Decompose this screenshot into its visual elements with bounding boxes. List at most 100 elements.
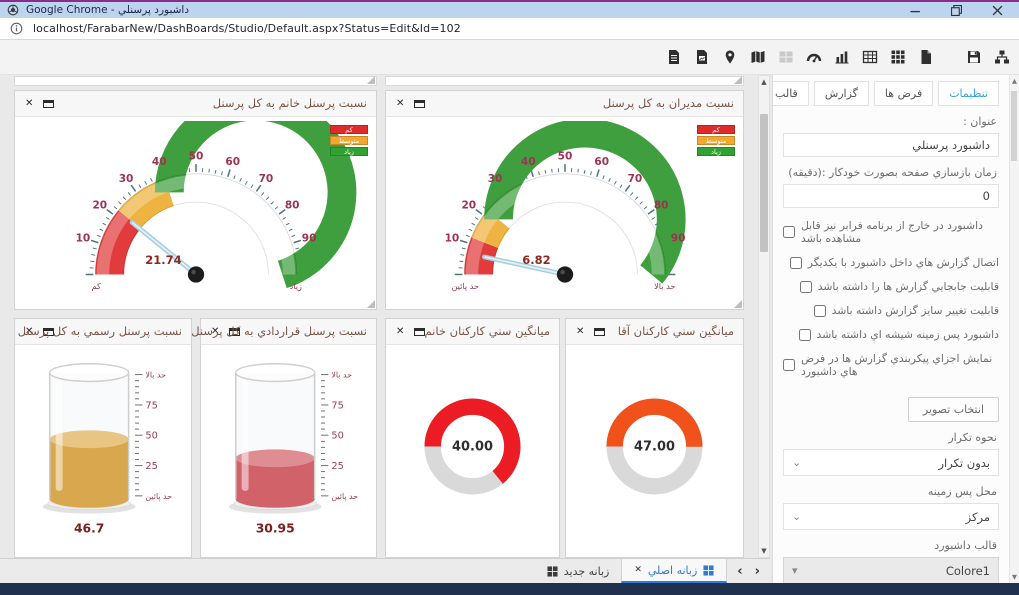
close-icon[interactable]	[992, 5, 1003, 16]
svg-text:حد بالا: حد بالا	[654, 281, 675, 291]
window-title: داشبورد پرسنلي - Google Chrome	[26, 4, 190, 16]
table-icon[interactable]	[862, 49, 878, 65]
maximize-chart-icon[interactable]	[43, 99, 55, 108]
tab-report[interactable]: گزارش	[813, 81, 869, 106]
dashboard-title-input[interactable]	[783, 133, 999, 157]
checkbox[interactable]	[799, 280, 812, 293]
scroll-up-icon[interactable]: ▲	[1012, 77, 1017, 85]
tab-assumptions[interactable]: فرض ها	[873, 81, 934, 106]
chart-header[interactable]: ✕ نسبت پرسنل رسمي به کل پرسنل	[15, 319, 191, 345]
chart-header[interactable]: ✕ ميانگين سني کارکنان خانم	[386, 319, 559, 345]
canvas-scrollbar[interactable]: ▲ ▼	[758, 75, 770, 558]
resize-grip[interactable]	[367, 76, 375, 84]
bg-position-select[interactable]: مرکز ⌄	[783, 503, 999, 530]
svg-text:80: 80	[284, 199, 299, 211]
url-bar[interactable]: localhost/FarabarNew/DashBoards/Studio/D…	[0, 18, 1019, 40]
checkbox-row-resizable-reports[interactable]: قابليت تغيير سايز گزارش داشته باشد	[783, 304, 999, 317]
url-text[interactable]: localhost/FarabarNew/DashBoards/Studio/D…	[33, 22, 461, 35]
scroll-down-icon[interactable]: ▼	[761, 547, 767, 555]
svg-text:50: 50	[331, 431, 344, 442]
svg-text:50: 50	[557, 150, 572, 162]
svg-text:75: 75	[331, 400, 344, 411]
chart-header[interactable]: ✕ نسبت پرسنل قراردادي به کل پرسنل	[191, 319, 376, 345]
layout-icon[interactable]	[778, 49, 794, 65]
scrollbar-thumb[interactable]	[760, 114, 768, 252]
close-chart-icon[interactable]: ✕	[25, 325, 34, 337]
page-icon[interactable]	[918, 49, 934, 65]
tab-new-page[interactable]: زبانه جديد	[535, 559, 622, 583]
svg-text:25: 25	[145, 461, 158, 472]
checkbox[interactable]	[813, 304, 826, 317]
checkbox-row-show-config[interactable]: نمايش اجزاي پيکربندي گزارش ها در فرض هاي…	[783, 352, 999, 378]
svg-text:50: 50	[188, 150, 203, 162]
scroll-up-icon[interactable]: ▲	[761, 78, 767, 86]
checkbox-row-glass-background[interactable]: داشبورد پس زمينه شيشه اي داشته باشد	[783, 328, 999, 341]
close-chart-icon[interactable]: ✕	[396, 325, 405, 337]
tab-settings[interactable]: تنظيمات	[938, 81, 999, 106]
checkbox-row-external-view[interactable]: داشبورد در خارج از برنامه فرابر نيز قابل…	[783, 219, 999, 245]
tab-template[interactable]: قالب	[773, 81, 809, 106]
maximize-chart-icon[interactable]	[414, 99, 426, 108]
info-icon[interactable]	[10, 22, 23, 35]
scrollbar-thumb[interactable]	[1011, 91, 1017, 161]
sitemap-icon[interactable]	[994, 49, 1010, 65]
donut-chart-male-avg-age: ✕ ميانگين سني کارکنان آقا 47.00	[565, 318, 744, 558]
close-chart-icon[interactable]: ✕	[396, 97, 405, 109]
tab-main-page[interactable]: ✕ زبانه اصلي	[621, 559, 728, 583]
maximize-chart-icon[interactable]	[414, 327, 426, 336]
close-chart-icon[interactable]: ✕	[25, 97, 34, 109]
location-icon[interactable]	[722, 49, 738, 65]
refresh-minutes-input[interactable]	[783, 184, 999, 208]
checkbox[interactable]	[783, 359, 795, 371]
restore-icon[interactable]	[951, 4, 962, 16]
tank-chart-official-ratio: ✕ نسبت پرسنل رسمي به کل پرسنل 25 50 75 حد ب…	[14, 318, 192, 558]
gauge-chart-female-ratio: ✕ نسبت پرسنل خانم به کل پرسنل 10 20 30 40 50…	[14, 90, 377, 310]
grid-icon[interactable]	[890, 49, 906, 65]
partial-chart-above-right	[385, 76, 744, 86]
checkbox-row-link-reports[interactable]: اتصال گزارش هاي داخل داشبورد با يکديگر	[783, 256, 999, 269]
svg-text:30: 30	[118, 173, 133, 185]
resize-grip[interactable]	[734, 300, 742, 308]
checkbox[interactable]	[789, 256, 802, 269]
svg-text:40: 40	[151, 156, 166, 168]
checkbox[interactable]	[798, 328, 811, 341]
maximize-chart-icon[interactable]	[594, 327, 606, 336]
svg-text:25: 25	[331, 461, 344, 472]
svg-text:47.00: 47.00	[634, 440, 675, 455]
image-report-icon[interactable]	[694, 49, 710, 65]
resize-grip[interactable]	[367, 300, 375, 308]
chart-header[interactable]: ✕ نسبت پرسنل خانم به کل پرسنل	[15, 91, 376, 117]
partial-chart-above-left	[14, 76, 377, 86]
close-chart-icon[interactable]: ✕	[576, 325, 585, 337]
chart-title: ميانگين سني کارکنان آقا	[617, 324, 734, 338]
chart-header[interactable]: ✕ نسبت مديران به کل پرسنل	[386, 91, 743, 117]
checkbox[interactable]	[783, 226, 795, 238]
checkbox-row-movable-reports[interactable]: قابليت جابجايي گزارش ها را داشته باشد	[783, 280, 999, 293]
dashboard-template-select[interactable]: Colore1 ▾	[783, 557, 999, 583]
map-icon[interactable]	[750, 49, 766, 65]
gauge-legend: کم متوسط زياد	[330, 125, 368, 158]
panel-scrollbar[interactable]: ▲ ▼	[1009, 75, 1019, 583]
bar-chart-icon[interactable]	[834, 49, 850, 65]
svg-text:40.00: 40.00	[452, 440, 493, 455]
gauge-icon[interactable]	[806, 49, 822, 65]
svg-text:46.7: 46.7	[74, 521, 104, 535]
chart-header[interactable]: ✕ ميانگين سني کارکنان آقا	[566, 319, 743, 345]
maximize-chart-icon[interactable]	[229, 327, 241, 336]
repeat-select[interactable]: بدون تکرار ⌄	[783, 449, 999, 476]
resize-grip[interactable]	[734, 76, 742, 84]
scroll-down-icon[interactable]: ▼	[1012, 573, 1017, 581]
save-icon[interactable]	[966, 49, 982, 65]
tab-next-icon[interactable]: ›	[754, 563, 760, 579]
dashboard-template-label: قالب داشبورد	[934, 539, 997, 552]
tab-prev-icon[interactable]: ‹	[737, 563, 743, 579]
maximize-chart-icon[interactable]	[43, 327, 55, 336]
close-tab-icon[interactable]: ✕	[634, 565, 642, 575]
new-report-icon[interactable]	[666, 49, 682, 65]
close-chart-icon[interactable]: ✕	[211, 325, 220, 337]
select-image-button[interactable]: انتخاب تصوير	[907, 397, 999, 422]
window-bottom-border	[0, 583, 1019, 595]
svg-text:حد پائين: حد پائين	[145, 492, 172, 501]
minimize-icon[interactable]	[910, 5, 921, 16]
